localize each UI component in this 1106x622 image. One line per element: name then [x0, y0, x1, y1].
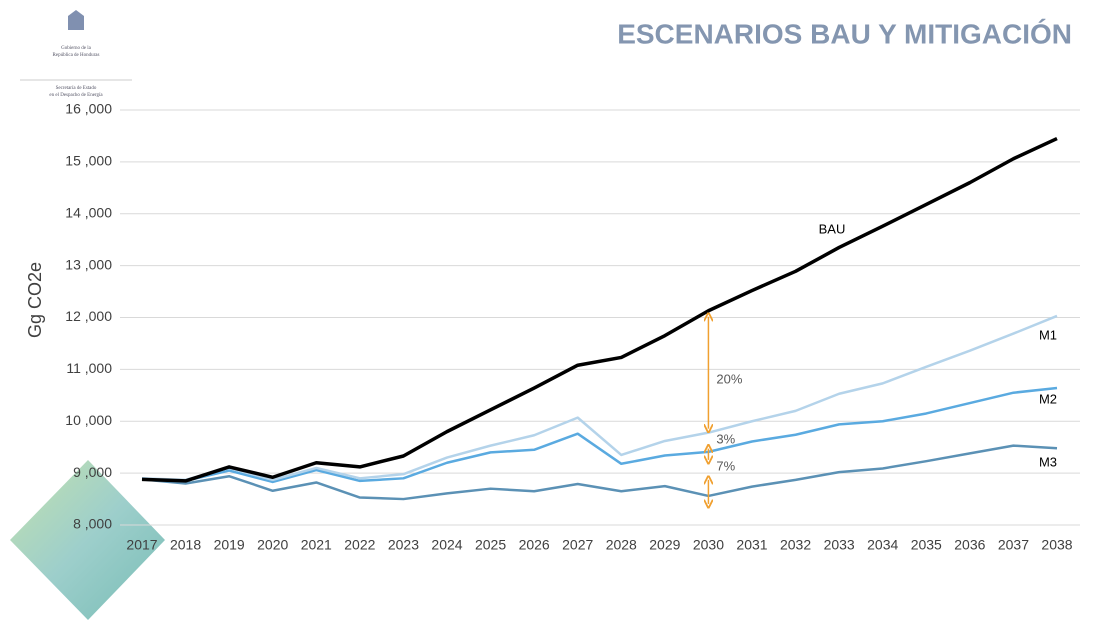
- series-line: [142, 316, 1057, 480]
- y-tick-label: 10 ,000: [65, 412, 112, 428]
- x-tick-label: 2038: [1041, 537, 1072, 553]
- x-tick-label: 2030: [693, 537, 724, 553]
- x-tick-label: 2023: [388, 537, 419, 553]
- y-tick-label: 8 ,000: [73, 516, 112, 532]
- slide: Gobierno de la República de Honduras Sec…: [0, 0, 1106, 622]
- x-tick-label: 2027: [562, 537, 593, 553]
- series-label: M2: [1039, 391, 1057, 406]
- y-tick-label: 13 ,000: [65, 256, 112, 272]
- y-tick-label: 15 ,000: [65, 153, 112, 169]
- logo: Gobierno de la República de Honduras Sec…: [20, 10, 132, 98]
- x-tick-label: 2022: [344, 537, 375, 553]
- x-tick-label: 2025: [475, 537, 506, 553]
- x-tick-label: 2017: [126, 537, 157, 553]
- logo-text: Gobierno de la: [61, 46, 91, 51]
- y-tick-label: 14 ,000: [65, 204, 112, 220]
- y-tick-label: 16 ,000: [65, 101, 112, 117]
- series-label: M1: [1039, 327, 1057, 342]
- x-tick-label: 2034: [867, 537, 898, 553]
- x-tick-label: 2036: [954, 537, 985, 553]
- x-tick-label: 2028: [606, 537, 637, 553]
- y-tick-label: 9 ,000: [73, 464, 112, 480]
- series-line: [142, 139, 1057, 481]
- x-tick-label: 2033: [824, 537, 855, 553]
- x-tick-label: 2020: [257, 537, 288, 553]
- logo-emblem: [68, 10, 84, 30]
- x-tick-label: 2032: [780, 537, 811, 553]
- series-line: [142, 446, 1057, 499]
- series-label: M3: [1039, 454, 1057, 469]
- x-tick-label: 2024: [431, 537, 462, 553]
- logo-text: Secretaría de Estado: [56, 86, 97, 91]
- x-tick-label: 2021: [301, 537, 332, 553]
- chart-title: ESCENARIOS BAU Y MITIGACIÓN: [617, 18, 1072, 49]
- y-tick-label: 12 ,000: [65, 308, 112, 324]
- y-axis-title: Gg CO2e: [25, 262, 45, 338]
- x-tick-label: 2029: [649, 537, 680, 553]
- plot: 8 ,000 9 ,000 10 ,000 11 ,000 12 ,000 13 ,000…: [65, 101, 1080, 553]
- x-tick-label: 2035: [911, 537, 942, 553]
- logo-text: República de Honduras: [53, 53, 100, 58]
- x-tick-label: 2031: [736, 537, 767, 553]
- series-label: BAU: [819, 221, 846, 236]
- x-tick-label: 2026: [519, 537, 550, 553]
- x-tick-label: 2019: [214, 537, 245, 553]
- y-tick-label: 11 ,000: [66, 360, 112, 376]
- annotation: 7%: [716, 458, 735, 473]
- annotation: 3%: [716, 431, 735, 446]
- logo-text: en el Despacho de Energía: [49, 93, 103, 98]
- x-tick-label: 2037: [998, 537, 1029, 553]
- x-tick-label: 2018: [170, 537, 201, 553]
- annotation: 20%: [716, 371, 742, 386]
